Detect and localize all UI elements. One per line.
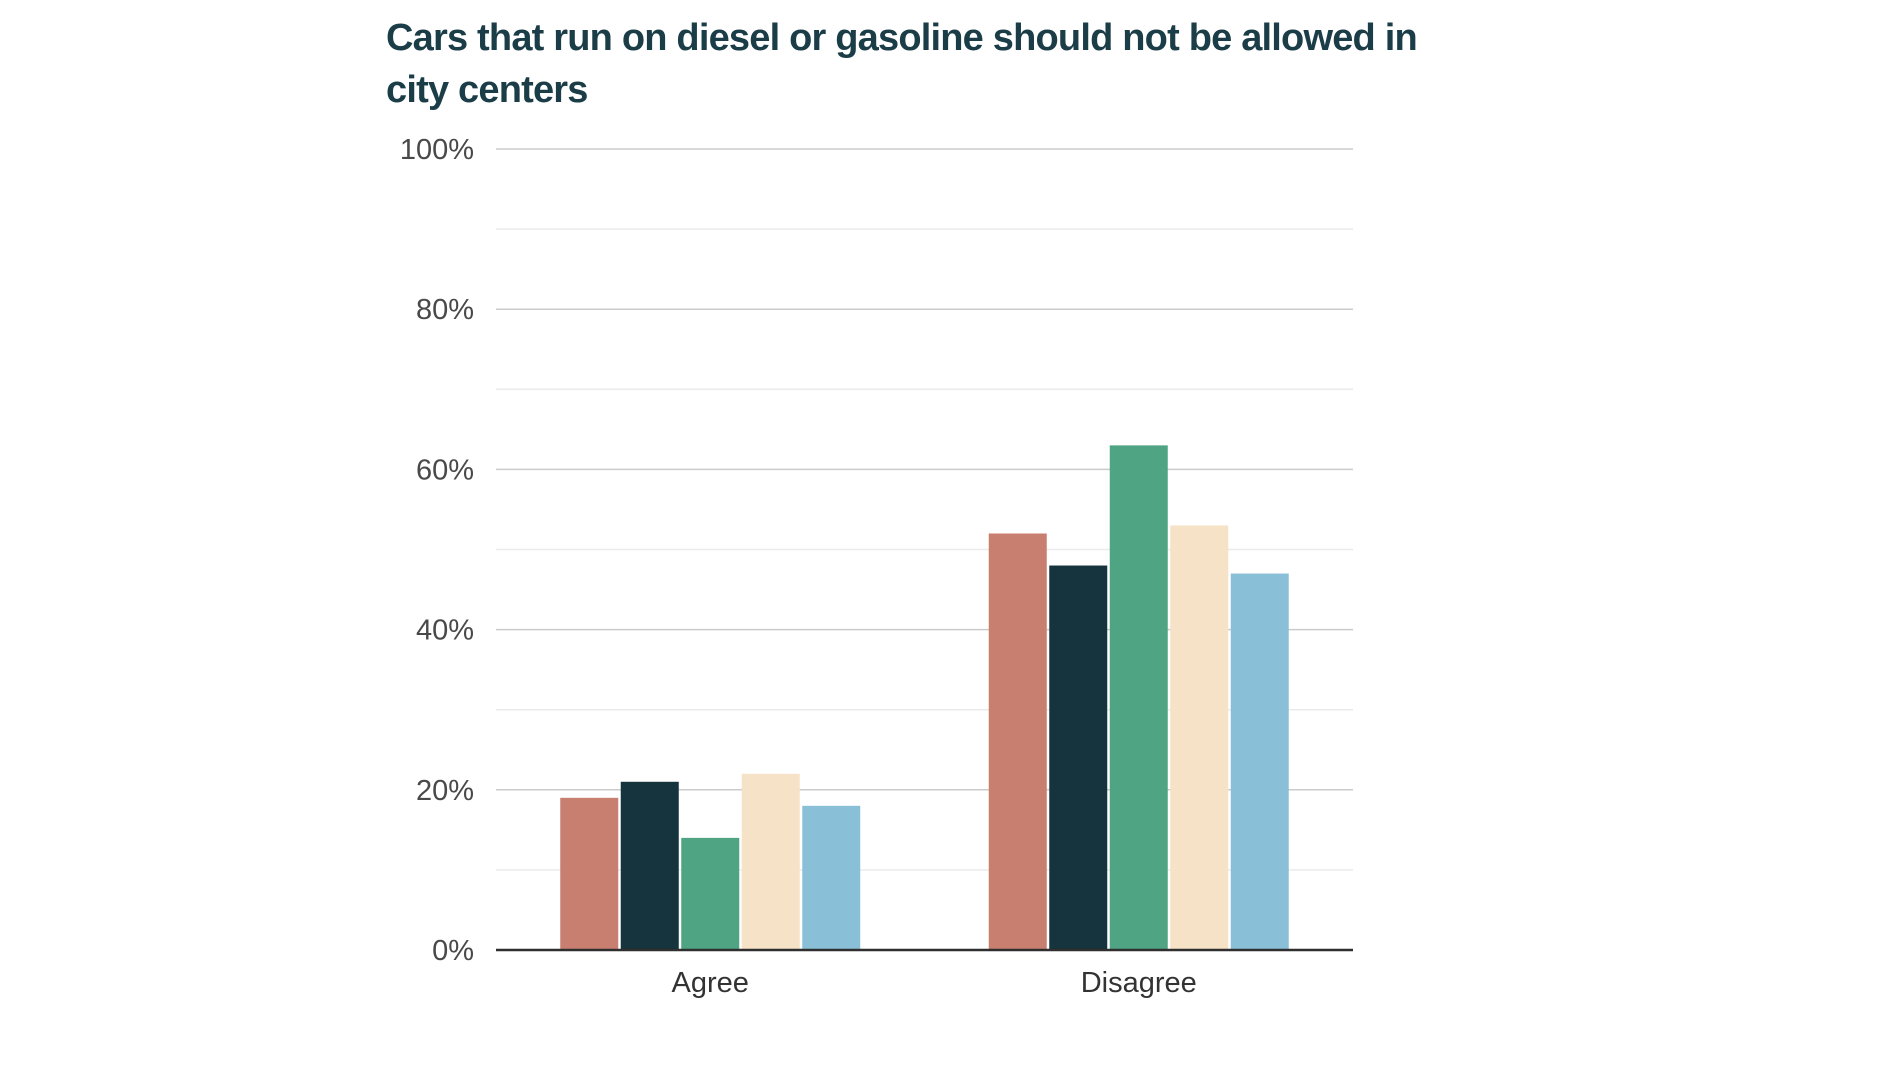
y-axis-tick-label-20: 20% — [416, 775, 474, 807]
y-axis-tick-label-100: 100% — [400, 134, 474, 166]
chart-title-line-1: Cars that run on diesel or gasoline shou… — [386, 17, 1418, 59]
bar-agree-dark-teal — [620, 781, 679, 950]
bar-agree-green — [681, 837, 740, 950]
chart-title: Cars that run on diesel or gasoline shou… — [386, 12, 1418, 116]
bar-agree-light-blue — [802, 805, 861, 950]
y-axis-tick-label-40: 40% — [416, 615, 474, 647]
x-axis-category-label-disagree: Disagree — [1081, 967, 1197, 999]
x-axis-category-label-agree: Agree — [672, 967, 749, 999]
bar-agree-cream — [741, 773, 800, 950]
y-axis-tick-label-0: 0% — [432, 935, 474, 967]
bar-disagree-cream — [1170, 525, 1229, 950]
y-axis-tick-label-80: 80% — [416, 294, 474, 326]
bar-disagree-light-blue — [1230, 573, 1289, 950]
chart-title-line-2: city centers — [386, 69, 588, 111]
bar-disagree-green — [1109, 445, 1168, 950]
bar-agree-terracotta — [560, 797, 619, 950]
y-axis-tick-label-60: 60% — [416, 454, 474, 486]
bar-disagree-terracotta — [988, 533, 1047, 950]
bar-disagree-dark-teal — [1049, 565, 1108, 950]
